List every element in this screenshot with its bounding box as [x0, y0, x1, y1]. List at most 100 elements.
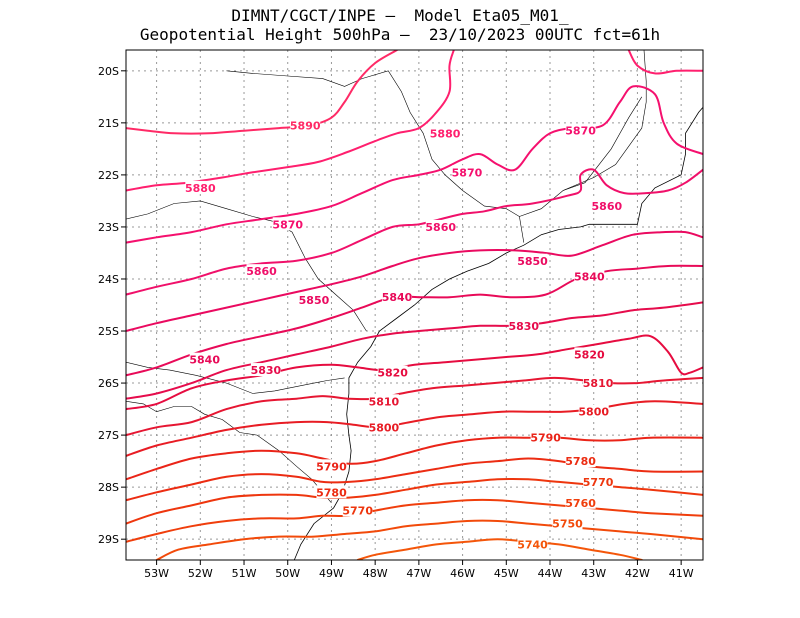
contour-5740 — [356, 538, 643, 560]
tick-label-lon: 44W — [538, 567, 563, 580]
contour-5750 — [155, 519, 703, 560]
contour-label: 5870 — [565, 125, 596, 138]
contour-label: 5740 — [517, 538, 548, 551]
tick-label-lat: 29S — [98, 533, 119, 546]
contour-label-background — [508, 318, 539, 332]
state-border — [562, 96, 643, 191]
contour-5810 — [126, 376, 703, 437]
tick-label-lat: 27S — [98, 429, 119, 442]
tick-label-lat: 24S — [98, 273, 119, 286]
contour-label-background — [185, 180, 216, 194]
contour-labels: 5890 5880 5880 5870 5870 5870 5860 5860 5860 5850… — [185, 118, 622, 551]
contour-label: 5860 — [246, 265, 277, 278]
tick-label-lat: 20S — [98, 65, 119, 78]
contour-label: 5770 — [583, 476, 614, 489]
tick-label-lon: 49W — [319, 567, 344, 580]
tick-label-lon: 42W — [625, 567, 650, 580]
contour-label: 5780 — [316, 486, 347, 499]
contour-label-background — [290, 118, 321, 132]
contour-label-background — [552, 516, 583, 530]
header-title-line-2: Geopotential Height 500hPa – 23/10/2023 … — [139, 25, 661, 44]
tick-label-lat: 22S — [98, 169, 119, 182]
contour-5820 — [126, 334, 703, 411]
contour-label-background — [451, 165, 482, 179]
contour-label-background — [316, 459, 347, 473]
contour-label-background — [565, 495, 596, 509]
geography — [126, 50, 703, 560]
state-border — [226, 70, 525, 243]
contour-5890 — [126, 50, 398, 135]
contour-label-background — [565, 454, 596, 468]
plot-frame — [125, 49, 704, 561]
contour-label-background — [368, 394, 399, 408]
tick-label-lon: 41W — [669, 567, 694, 580]
contour-5870 — [126, 85, 703, 244]
contour-label-background — [246, 264, 277, 278]
contour-5830 — [126, 301, 703, 400]
tick-label-lat: 28S — [98, 481, 119, 494]
contour-5780 — [126, 457, 703, 502]
contour-label-background — [578, 404, 609, 418]
contour-label: 5850 — [517, 255, 548, 268]
coastline — [293, 106, 703, 560]
header-title-line-1: DIMNT/CGCT/INPE – Model Eta05_M01_ — [231, 6, 569, 25]
contour-label: 5790 — [316, 460, 347, 473]
contour-label: 5860 — [425, 221, 456, 234]
contour-label-background — [250, 363, 281, 377]
contour-label: 5820 — [574, 348, 605, 361]
contour-label-background — [425, 219, 456, 233]
tick-label-lon: 47W — [406, 567, 431, 580]
contour-label: 5850 — [299, 294, 330, 307]
contour-label: 5800 — [578, 406, 609, 419]
contour-label: 5840 — [382, 291, 413, 304]
state-border — [126, 361, 345, 394]
contour-label-background — [342, 503, 373, 517]
contour-label-background — [574, 347, 605, 361]
contour-5770 — [126, 478, 703, 525]
contour-label-background — [189, 352, 220, 366]
contour-5880 — [627, 50, 703, 75]
contour-label: 5790 — [530, 432, 561, 445]
contour-label-background — [430, 126, 461, 140]
contour-label: 5800 — [369, 421, 400, 434]
contour-label: 5760 — [565, 497, 596, 510]
tick-label-lon: 46W — [450, 567, 475, 580]
contour-label: 5890 — [290, 119, 321, 132]
contour-label: 5840 — [574, 270, 605, 283]
contour-label-background — [382, 290, 413, 304]
contour-label-background — [574, 269, 605, 283]
contour-label: 5880 — [430, 127, 461, 140]
contour-5760 — [126, 498, 703, 543]
contour-label-background — [272, 217, 303, 231]
tick-label-lon: 52W — [188, 567, 213, 580]
contour-label: 5870 — [272, 218, 303, 231]
tick-label-lon: 50W — [275, 567, 300, 580]
tick-label-lat: 23S — [98, 221, 119, 234]
contour-label-background — [377, 365, 408, 379]
state-border — [126, 401, 332, 503]
tick-label-lat: 25S — [98, 325, 119, 338]
contour-label: 5780 — [565, 455, 596, 468]
tick-label-lat: 21S — [98, 117, 119, 130]
contour-label-background — [583, 376, 614, 390]
tick-label-lon: 53W — [144, 567, 169, 580]
contour-label-background — [565, 123, 596, 137]
contour-label-background — [517, 537, 548, 551]
contour-label-background — [530, 430, 561, 444]
contour-label: 5830 — [508, 320, 539, 333]
contour-label: 5880 — [185, 182, 216, 195]
contour-label-background — [368, 420, 399, 434]
contour-label: 5810 — [369, 395, 400, 408]
tick-label-lon: 51W — [232, 567, 257, 580]
contour-label: 5750 — [552, 518, 583, 531]
contour-label: 5870 — [452, 166, 483, 179]
contour-5850 — [126, 230, 703, 332]
contour-label: 5860 — [592, 200, 623, 213]
contour-label: 5820 — [377, 367, 408, 380]
tick-label-lon: 45W — [494, 567, 519, 580]
contour-label: 5810 — [583, 377, 614, 390]
contour-label: 5830 — [251, 364, 282, 377]
contour-label: 5770 — [342, 505, 373, 518]
contour-5800 — [126, 400, 703, 457]
